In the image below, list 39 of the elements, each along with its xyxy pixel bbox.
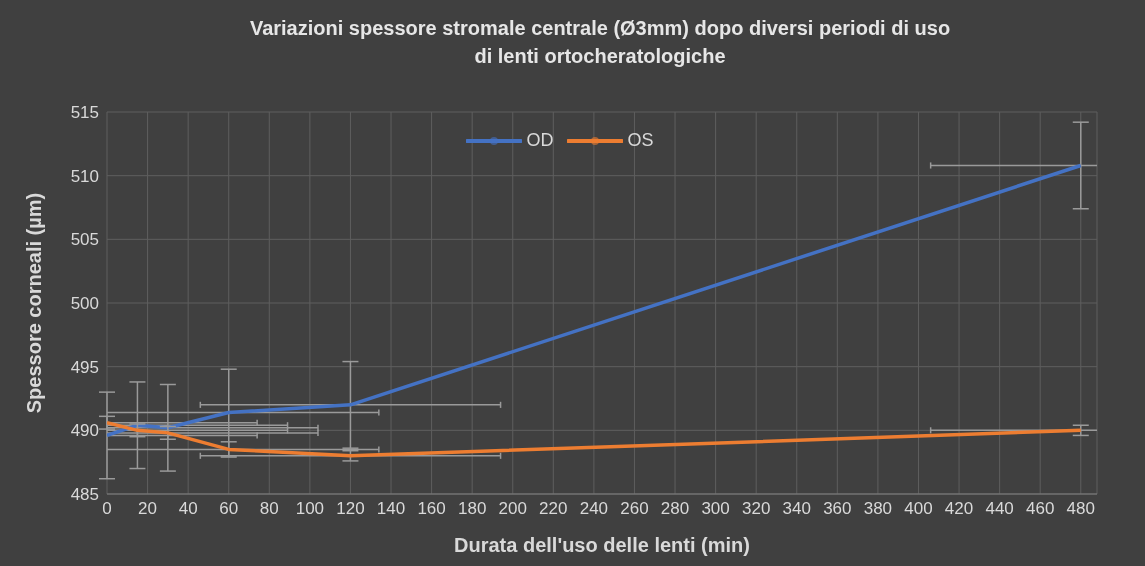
x-tick-label: 380: [863, 499, 893, 519]
x-tick-label: 460: [1026, 499, 1055, 519]
x-tick-label: 400: [904, 499, 933, 519]
y-tick-label: 510: [70, 166, 99, 186]
y-tick-label: 500: [70, 294, 99, 314]
x-axis-title: Durata dell'uso delle lenti (min): [454, 534, 750, 556]
x-tick-label: 360: [823, 499, 852, 519]
y-tick-label: 515: [70, 103, 99, 123]
x-tick-label: 120: [336, 499, 365, 519]
line-series: [107, 420, 1083, 458]
y-tick-label: 505: [70, 230, 99, 250]
x-tick-label: 100: [295, 499, 325, 519]
x-tick-label: 80: [259, 499, 279, 519]
x-tick-label: 60: [219, 499, 239, 519]
y-axis-title: Spessore corneali (µm): [23, 192, 46, 414]
chart-title: Variazioni spessore stromale centrale (Ø3mm) dopo diversi periodi di uso di lenti ortocheratologiche: [248, 16, 952, 69]
x-tick-label: 0: [102, 499, 112, 519]
x-tick-label: 200: [498, 499, 527, 519]
y-tick-label: 485: [70, 485, 99, 505]
x-tick-label: 160: [417, 499, 446, 519]
x-tick-label: 280: [660, 499, 690, 519]
x-tick-label: 40: [178, 499, 198, 519]
x-tick-label: 300: [701, 499, 730, 519]
y-tick-label: 490: [70, 421, 99, 441]
x-tick-label: 320: [741, 499, 771, 519]
legend-label: OD: [525, 130, 554, 151]
x-tick-label: 240: [579, 499, 609, 519]
y-tick-label: 495: [70, 357, 99, 377]
x-tick-label: 340: [782, 499, 811, 519]
x-tick-label: 220: [539, 499, 568, 519]
x-tick-label: 140: [376, 499, 406, 519]
x-tick-label: 420: [944, 499, 974, 519]
x-tick-label: 180: [457, 499, 487, 519]
line-series: [107, 163, 1083, 438]
x-tick-label: 440: [985, 499, 1014, 519]
x-tick-label: 260: [620, 499, 649, 519]
x-tick-label: 480: [1066, 499, 1095, 519]
x-tick-label: 20: [138, 499, 158, 519]
legend-label: OS: [626, 130, 654, 151]
